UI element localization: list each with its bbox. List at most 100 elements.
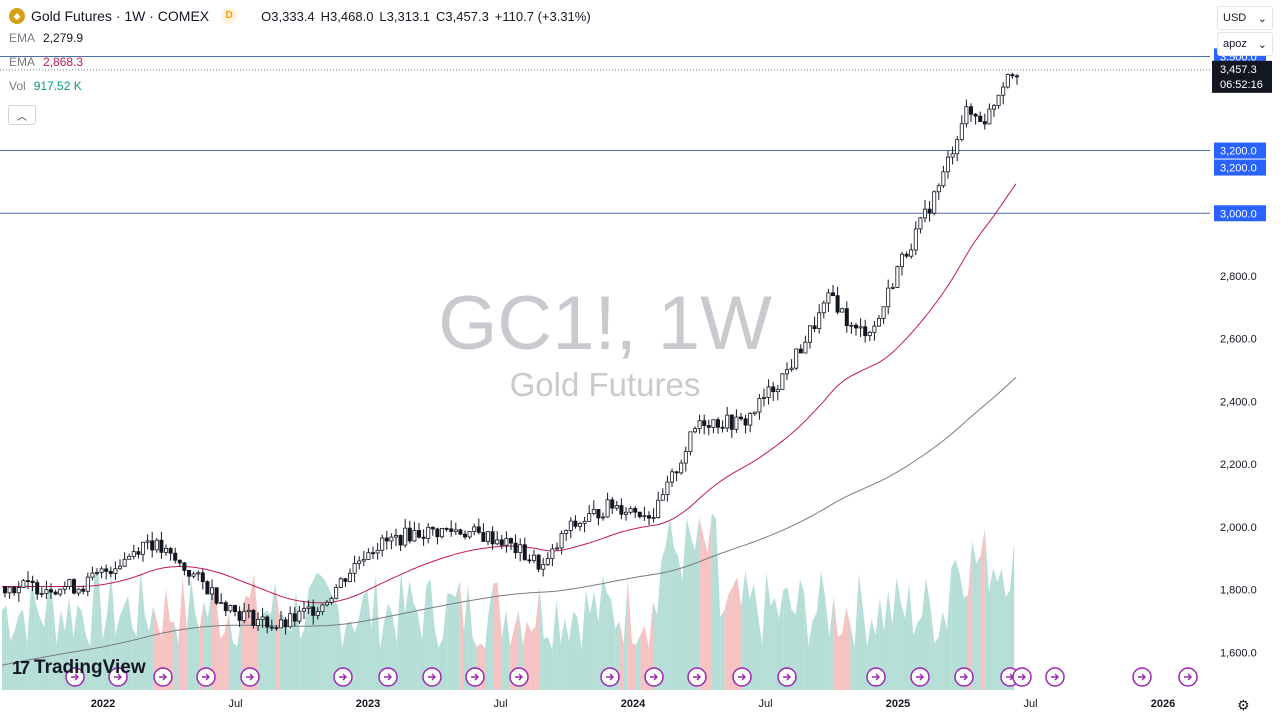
volume-area-segment <box>359 595 364 690</box>
settings-gear-icon[interactable]: ⚙ <box>1237 697 1250 713</box>
volume-area-segment <box>934 636 939 690</box>
volume-area-segment <box>972 540 977 690</box>
candle-body <box>513 542 518 554</box>
candle-body <box>863 326 868 337</box>
volume-area-segment <box>829 595 834 690</box>
candle-body <box>209 587 214 595</box>
candle-body <box>384 537 389 542</box>
candle-body <box>633 508 638 513</box>
volume-area-segment <box>291 590 296 690</box>
volume-area-segment <box>732 576 737 690</box>
candle-body <box>803 341 808 354</box>
candle-body <box>334 587 339 599</box>
tradingview-logo[interactable]: 17 TradingView <box>12 657 146 679</box>
candle-body <box>361 559 366 562</box>
candle-body <box>578 522 583 527</box>
volume-area-segment <box>590 590 595 690</box>
indicator-ema-slow[interactable]: EMA 2,279.9 <box>9 26 591 50</box>
volume-area-segment <box>165 588 170 690</box>
candle-body <box>568 520 573 531</box>
volume-area-segment <box>753 583 758 690</box>
volume-area-segment <box>447 593 452 690</box>
candle-body <box>729 414 734 430</box>
candle-body <box>242 611 247 621</box>
candle-body <box>444 528 449 530</box>
candle-body <box>831 292 836 297</box>
volume-area-segment <box>728 587 733 690</box>
volume-area-segment <box>707 512 712 690</box>
candle-body <box>200 572 205 583</box>
candle-body <box>867 331 872 337</box>
ema-slow-name: EMA <box>9 31 36 45</box>
time-axis[interactable] <box>0 690 1281 722</box>
volume-area-segment <box>741 570 746 690</box>
candle-body <box>624 511 629 515</box>
candle-body <box>214 587 219 604</box>
candle-body <box>637 511 642 518</box>
currency-select[interactable]: USD ⌄ <box>1217 6 1273 30</box>
current-price-label: 3,457.3 <box>1220 64 1257 76</box>
symbol-title[interactable]: Gold Futures · 1W · COMEX <box>31 8 210 24</box>
candle-body <box>660 494 665 501</box>
indicator-volume[interactable]: Vol 917.52 K <box>9 74 591 98</box>
candle-body <box>522 544 527 561</box>
candle-body <box>858 326 863 329</box>
volume-area-segment <box>804 592 809 690</box>
volume-area-segment <box>548 636 553 690</box>
candle-body <box>900 253 905 268</box>
candle-body <box>794 348 799 369</box>
low-label: L <box>379 8 387 24</box>
data-status-badge[interactable]: D <box>221 8 238 24</box>
candle-body <box>706 425 711 428</box>
candle-body <box>251 609 256 626</box>
volume-area-segment <box>619 621 624 690</box>
event-arrow-icon <box>384 673 392 681</box>
volume-area-segment <box>821 570 826 690</box>
volume-area-segment <box>409 580 414 690</box>
price-axis-tick-label: 1,600.0 <box>1220 647 1257 659</box>
candle-body <box>527 559 532 562</box>
volume-area-segment <box>140 571 145 690</box>
volume-name: Vol <box>9 79 26 93</box>
volume-area-segment <box>745 570 750 690</box>
volume-area-segment <box>312 572 317 690</box>
price-axis-tick-label: 1,800.0 <box>1220 585 1257 597</box>
volume-area-segment <box>258 614 263 690</box>
candle-body <box>104 568 109 572</box>
candle-body <box>306 606 311 609</box>
candle-body <box>674 471 679 474</box>
event-arrow-icon <box>159 673 167 681</box>
volume-area-segment <box>468 583 473 690</box>
candle-body <box>462 533 467 538</box>
volume-area-segment <box>2 605 7 690</box>
volume-area-segment <box>674 547 679 690</box>
volume-area-segment <box>27 579 32 690</box>
candle-body <box>53 591 58 595</box>
candle-body <box>518 544 523 554</box>
candle-body <box>81 588 86 592</box>
volume-area-segment <box>833 595 838 690</box>
close-value: 3,457.3 <box>445 8 489 24</box>
event-arrow-icon <box>916 673 924 681</box>
candle-body <box>508 538 513 544</box>
scale-mode-select[interactable]: apoz ⌄ <box>1217 32 1273 56</box>
candle-body <box>118 565 123 570</box>
volume-area-segment <box>825 597 830 690</box>
volume-area-segment <box>623 579 628 690</box>
collapse-legend-button[interactable]: ︿ <box>8 105 36 125</box>
volume-area-segment <box>892 577 897 690</box>
price-axis[interactable] <box>1210 0 1281 690</box>
event-arrow-icon <box>471 673 479 681</box>
level-label-box <box>1214 142 1266 159</box>
candle-body <box>702 420 707 426</box>
volume-area-segment <box>770 597 775 690</box>
volume-area-segment <box>422 586 427 690</box>
indicator-ema-fast[interactable]: EMA 2,868.3 <box>9 50 591 74</box>
candle-body <box>426 526 431 539</box>
candle-body <box>785 369 790 375</box>
candle-body <box>771 386 776 393</box>
candle-body <box>582 520 587 524</box>
event-arrow-icon <box>1051 673 1059 681</box>
